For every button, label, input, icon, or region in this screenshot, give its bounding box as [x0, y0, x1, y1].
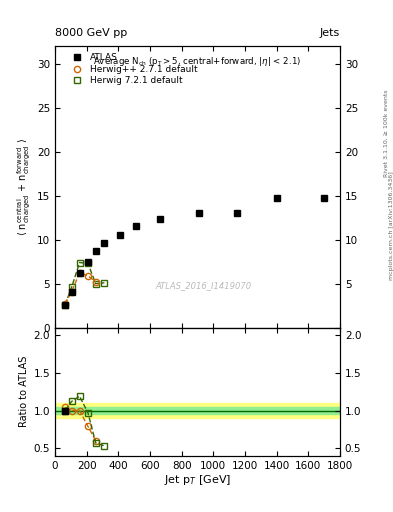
Herwig 7.2.1 default — [62, 302, 67, 308]
Y-axis label: $\langle$ n$^{\rm central}_{\rm charged}$ + n$^{\rm forward}_{\rm charged}$ $\ra: $\langle$ n$^{\rm central}_{\rm charged}… — [15, 138, 33, 236]
Herwig 7.2.1 default — [86, 261, 90, 267]
Text: 8000 GeV pp: 8000 GeV pp — [55, 28, 127, 38]
Line: Herwig 7.2.1 default: Herwig 7.2.1 default — [62, 260, 108, 308]
X-axis label: Jet p$_T$ [GeV]: Jet p$_T$ [GeV] — [164, 473, 231, 487]
Text: Rivet 3.1.10, ≥ 100k events: Rivet 3.1.10, ≥ 100k events — [384, 89, 388, 177]
Herwig 7.2.1 default — [94, 281, 98, 287]
Text: Jets: Jets — [320, 28, 340, 38]
ATLAS — [62, 302, 67, 308]
ATLAS — [86, 259, 90, 265]
Herwig++ 2.7.1 default — [94, 279, 98, 285]
ATLAS — [322, 195, 327, 201]
ATLAS — [77, 270, 82, 276]
ATLAS — [235, 210, 239, 217]
Text: mcplots.cern.ch [arXiv:1306.3436]: mcplots.cern.ch [arXiv:1306.3436] — [389, 171, 393, 280]
ATLAS — [158, 216, 162, 222]
Text: Average N$_{\rm ch}$ (p$_{\rm T}$$>$5, central+forward, $|\eta|$ < 2.1): Average N$_{\rm ch}$ (p$_{\rm T}$$>$5, c… — [94, 55, 301, 68]
Herwig 7.2.1 default — [102, 280, 107, 286]
Y-axis label: Ratio to ATLAS: Ratio to ATLAS — [19, 356, 29, 428]
Herwig 7.2.1 default — [69, 284, 74, 290]
Herwig++ 2.7.1 default — [86, 273, 90, 279]
ATLAS — [94, 248, 98, 254]
Herwig++ 2.7.1 default — [62, 301, 67, 307]
Text: ATLAS_2016_I1419070: ATLAS_2016_I1419070 — [155, 281, 251, 290]
ATLAS — [102, 240, 107, 246]
Herwig 7.2.1 default — [77, 260, 82, 266]
Line: Herwig++ 2.7.1 default: Herwig++ 2.7.1 default — [62, 270, 99, 307]
ATLAS — [134, 223, 138, 229]
ATLAS — [274, 195, 279, 201]
Legend: ATLAS, Herwig++ 2.7.1 default, Herwig 7.2.1 default: ATLAS, Herwig++ 2.7.1 default, Herwig 7.… — [68, 53, 197, 85]
Herwig++ 2.7.1 default — [77, 270, 82, 276]
Line: ATLAS: ATLAS — [62, 195, 327, 308]
Herwig++ 2.7.1 default — [69, 289, 74, 295]
ATLAS — [197, 210, 202, 217]
ATLAS — [118, 232, 123, 239]
ATLAS — [69, 289, 74, 295]
